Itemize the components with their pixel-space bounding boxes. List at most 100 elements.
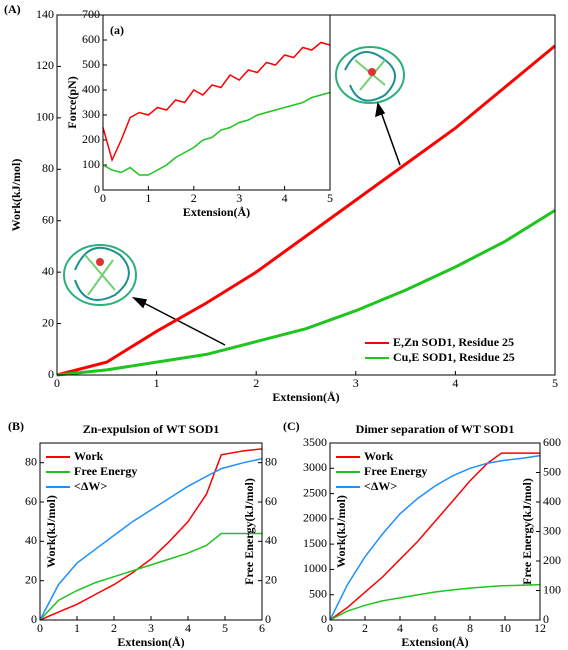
inset-background — [103, 15, 330, 190]
y2-tick-label: 0 — [543, 612, 549, 626]
x-tick-label: 3 — [353, 376, 359, 390]
y2-tick-label: 200 — [543, 553, 561, 567]
chart-title: Dimer separation of WT SOD1 — [356, 422, 515, 436]
y-axis-label: Work(kJ/mol) — [9, 159, 23, 232]
y-tick-label: 80 — [25, 454, 37, 468]
y-tick-label: 100 — [82, 157, 100, 171]
y-tick-label: 20 — [42, 315, 54, 329]
y-axis-label: Work(kJ/mol) — [44, 495, 58, 568]
data-line — [39, 532, 262, 621]
y2-tick-label: 500 — [543, 464, 561, 478]
x-tick-label: 8 — [467, 621, 473, 635]
y2-tick-label: 60 — [265, 494, 277, 508]
y-tick-label: 20 — [25, 572, 37, 586]
x-tick-label: 3 — [148, 621, 154, 635]
y-tick-label: 500 — [309, 586, 327, 600]
y-tick-label: 100 — [36, 110, 54, 124]
data-line — [56, 44, 556, 377]
x-axis-label: Extension(Å) — [183, 205, 250, 219]
x-tick-label: 3 — [236, 191, 242, 205]
y2-tick-label: 20 — [265, 572, 277, 586]
axes-frame — [39, 442, 263, 621]
y-tick-label: 2500 — [303, 485, 327, 499]
chart-title: Zn-expulsion of WT SOD1 — [83, 422, 220, 436]
y-tick-label: 0 — [31, 612, 37, 626]
y-tick-label: 200 — [82, 132, 100, 146]
y-tick-label: 1500 — [303, 536, 327, 550]
y2-tick-label: 100 — [543, 582, 561, 596]
legend-label: Cu,E SOD1, Residue 25 — [393, 350, 515, 364]
arrow — [131, 102, 401, 346]
axes-frame — [329, 442, 541, 621]
x-tick-label: 0 — [37, 621, 43, 635]
panel-label: (C) — [283, 419, 300, 433]
y-tick-label: 0 — [48, 367, 54, 381]
x-tick-label: 12 — [534, 621, 546, 635]
y2-tick-label: 300 — [543, 523, 561, 537]
x-axis-label: Extension(Å) — [117, 635, 184, 649]
y2-tick-label: 0 — [265, 612, 271, 626]
data-line — [56, 209, 556, 377]
y2-axis-label: Free Energy(kJ/mol) — [520, 478, 534, 585]
x-tick-label: 0 — [100, 191, 106, 205]
legend-label: <ΔW> — [364, 479, 397, 493]
y-tick-label: 500 — [82, 57, 100, 71]
y-tick-label: 700 — [82, 7, 100, 21]
x-tick-label: 1 — [74, 621, 80, 635]
x-tick-label: 0 — [54, 376, 60, 390]
y-tick-label: 60 — [42, 212, 54, 226]
y2-axis-label: Free Energy(kJ/mol) — [242, 478, 256, 585]
y-tick-label: 3500 — [303, 435, 327, 449]
x-tick-label: 6 — [432, 621, 438, 635]
data-line — [329, 454, 541, 621]
y-tick-label: 0 — [94, 182, 100, 196]
x-tick-label: 6 — [259, 621, 265, 635]
y2-tick-label: 600 — [543, 435, 561, 449]
y-tick-label: 40 — [42, 264, 54, 278]
y-tick-label: 40 — [25, 533, 37, 547]
y-tick-label: 0 — [321, 612, 327, 626]
panel-label: (B) — [8, 419, 24, 433]
y2-tick-label: 400 — [543, 494, 561, 508]
y-tick-label: 3000 — [303, 460, 327, 474]
y-tick-label: 400 — [82, 82, 100, 96]
x-tick-label: 0 — [327, 621, 333, 635]
x-tick-label: 2 — [111, 621, 117, 635]
y2-tick-label: 40 — [265, 533, 277, 547]
y-tick-label: 60 — [25, 494, 37, 508]
y-tick-label: 120 — [36, 58, 54, 72]
y-axis-label: Force(pN) — [65, 76, 79, 128]
panel-label: (a) — [110, 23, 124, 37]
data-line — [329, 452, 540, 621]
x-tick-label: 5 — [222, 621, 228, 635]
y-tick-label: 140 — [36, 7, 54, 21]
data-line — [102, 91, 331, 176]
x-tick-label: 1 — [145, 191, 151, 205]
y-tick-label: 300 — [82, 107, 100, 121]
x-tick-label: 1 — [154, 376, 160, 390]
x-tick-label: 2 — [191, 191, 197, 205]
x-tick-label: 4 — [185, 621, 191, 635]
x-tick-label: 10 — [499, 621, 511, 635]
x-tick-label: 5 — [552, 376, 558, 390]
legend-label: Free Energy — [74, 464, 137, 478]
y-tick-label: 2000 — [303, 511, 327, 525]
legend-label: E,Zn SOD1, Residue 25 — [393, 335, 514, 349]
data-line — [329, 583, 541, 621]
legend-label: Work — [74, 449, 104, 463]
y-tick-label: 1000 — [303, 561, 327, 575]
y-axis-label: Work(kJ/mol) — [334, 495, 348, 568]
panel-label: (A) — [4, 2, 21, 16]
x-tick-label: 2 — [253, 376, 259, 390]
x-axis-label: Extension(Å) — [272, 390, 339, 404]
data-line — [39, 448, 263, 621]
x-tick-label: 2 — [362, 621, 368, 635]
y2-tick-label: 80 — [265, 454, 277, 468]
y-tick-label: 600 — [82, 32, 100, 46]
legend-label: Free Energy — [364, 464, 427, 478]
legend-label: <ΔW> — [74, 479, 107, 493]
legend-label: Work — [364, 449, 394, 463]
x-tick-label: 4 — [397, 621, 403, 635]
data-line — [102, 41, 331, 163]
